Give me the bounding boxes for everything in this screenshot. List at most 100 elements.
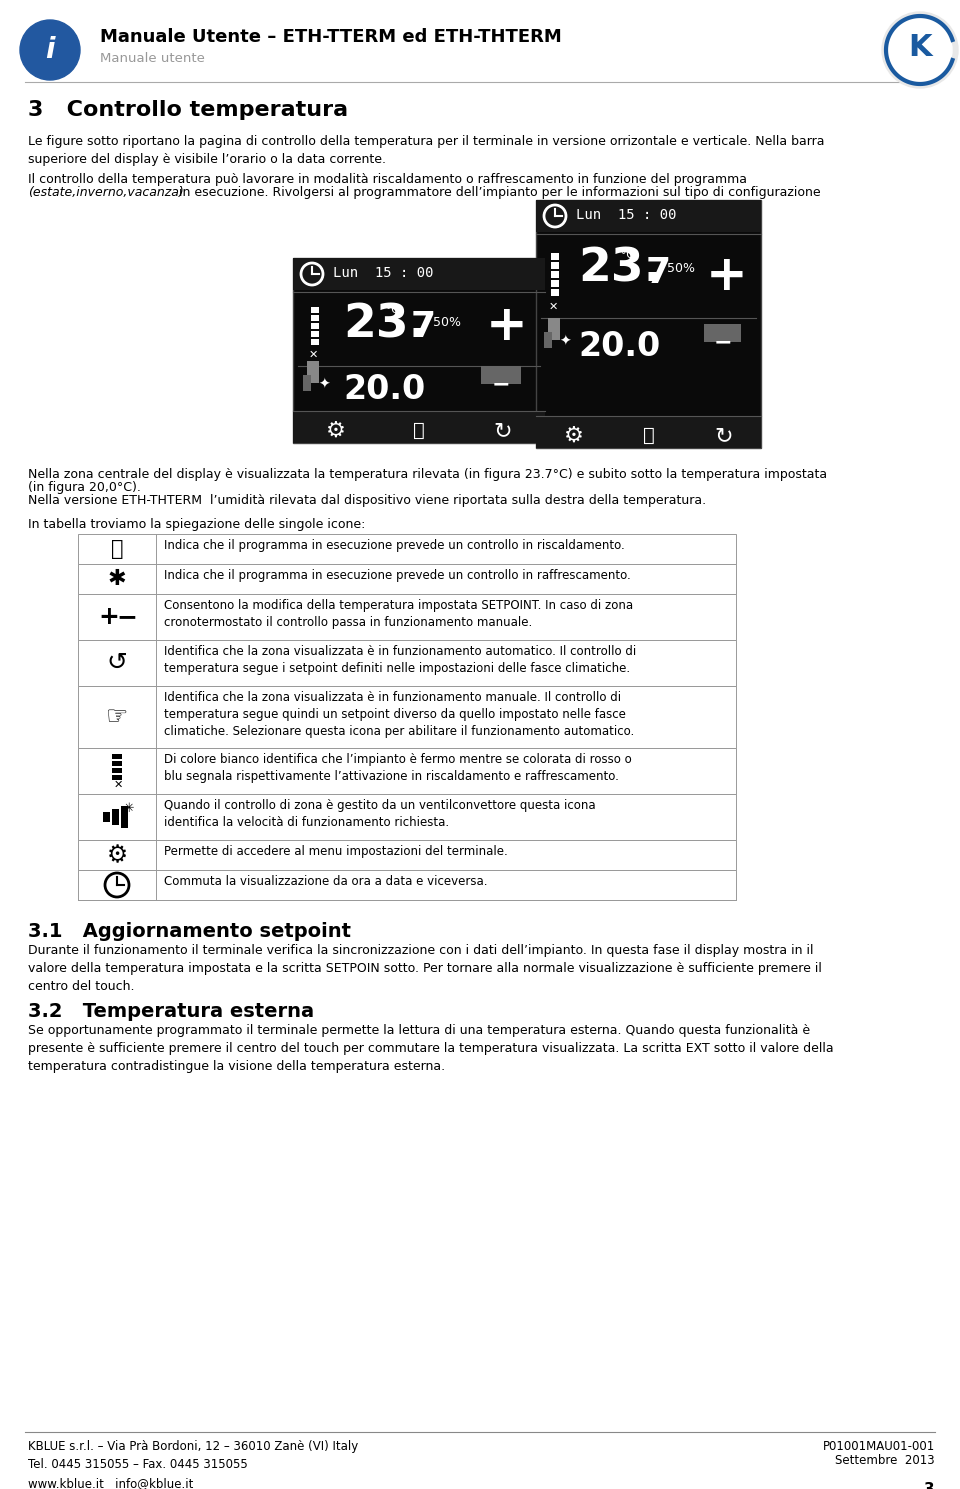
Text: Lun  15 : 00: Lun 15 : 00 [333,267,434,280]
Bar [544,332,552,348]
Text: Settembre  2013: Settembre 2013 [835,1453,935,1467]
Bar [303,375,311,392]
Bar [311,339,319,345]
Bar [311,307,319,313]
Circle shape [20,19,80,80]
Circle shape [888,18,952,82]
Bar [112,753,122,759]
Text: °C: °C [386,305,398,316]
Text: 🔥: 🔥 [413,421,425,441]
Bar [78,564,736,594]
Bar [481,366,521,384]
Text: Durante il funzionamento il terminale verifica la sincronizzazione con i dati de: Durante il funzionamento il terminale ve… [28,944,822,993]
Bar [78,870,736,899]
Bar [78,535,736,564]
Bar [78,794,736,840]
Bar [551,253,559,261]
Bar [311,316,319,322]
Text: ☞: ☞ [106,704,129,730]
Text: Consentono la modifica della temperatura impostata SETPOINT. In caso di zona
cro: Consentono la modifica della temperatura… [164,599,634,628]
Text: +: + [706,252,748,299]
Text: 7: 7 [646,256,671,290]
Text: Lun  15 : 00: Lun 15 : 00 [576,208,677,222]
Text: i: i [45,36,55,64]
Text: 3.1   Aggiornamento setpoint: 3.1 Aggiornamento setpoint [28,922,351,941]
Bar [78,747,736,794]
Text: 50%: 50% [667,262,695,275]
Text: Identifica che la zona visualizzata è in funzionamento automatico. Il controllo : Identifica che la zona visualizzata è in… [164,645,636,675]
Text: ↺: ↺ [107,651,128,675]
Bar [311,331,319,337]
Text: 3   Controllo temperatura: 3 Controllo temperatura [28,100,348,121]
Text: 🔥: 🔥 [110,539,123,558]
Text: −: − [713,332,732,351]
Text: ✦: ✦ [318,378,329,392]
Text: ✦: ✦ [559,335,570,348]
Bar [311,323,319,329]
Text: Identifica che la zona visualizzata è in funzionamento manuale. Il controllo di
: Identifica che la zona visualizzata è in… [164,691,635,739]
Text: °C: °C [621,250,634,261]
Bar [78,686,736,747]
Text: ✳: ✳ [124,803,134,816]
Text: In tabella troviamo la spiegazione delle singole icone:: In tabella troviamo la spiegazione delle… [28,518,366,532]
Text: 3.2   Temperatura esterna: 3.2 Temperatura esterna [28,1002,314,1021]
Bar [293,258,545,290]
Text: Nella versione ETH-THTERM  l’umidità rilevata dal dispositivo viene riportata su: Nella versione ETH-THTERM l’umidità rile… [28,494,707,506]
Circle shape [882,12,958,88]
Text: K: K [908,33,932,63]
Text: Nella zona centrale del display è visualizzata la temperatura rilevata (in figur: Nella zona centrale del display è visual… [28,468,828,481]
Bar [78,640,736,686]
Text: ✱: ✱ [108,569,127,590]
Text: ⚙: ⚙ [107,843,128,867]
Bar [536,200,761,448]
Text: Se opportunamente programmato il terminale permette la lettura di una temperatur: Se opportunamente programmato il termina… [28,1024,833,1074]
Text: ✕: ✕ [309,350,319,360]
Text: ↻: ↻ [493,421,513,441]
Bar [112,761,122,765]
Text: ✕: ✕ [113,780,123,791]
Text: −: − [116,605,137,628]
Bar [78,840,736,870]
Bar [112,809,119,825]
Text: 🔥: 🔥 [643,426,655,445]
Text: KBLUE s.r.l. – Via Prà Bordoni, 12 – 36010 Zanè (VI) Italy
Tel. 0445 315055 – Fa: KBLUE s.r.l. – Via Prà Bordoni, 12 – 360… [28,1440,358,1489]
Text: 20.0: 20.0 [343,374,425,406]
Text: ↻: ↻ [714,426,733,447]
Text: +: + [486,302,528,350]
Text: Commuta la visualizzazione da ora a data e viceversa.: Commuta la visualizzazione da ora a data… [164,876,488,887]
Text: Di colore bianco identifica che l’impianto è fermo mentre se colorata di rosso o: Di colore bianco identifica che l’impian… [164,753,632,783]
Text: Indica che il programma in esecuzione prevede un controllo in riscaldamento.: Indica che il programma in esecuzione pr… [164,539,625,552]
Bar [112,768,122,773]
Text: ✕: ✕ [549,302,559,313]
Text: Le figure sotto riportano la pagina di controllo della temperatura per il termin: Le figure sotto riportano la pagina di c… [28,135,825,165]
Text: ⚙: ⚙ [564,426,584,447]
Bar [121,806,128,828]
Bar [551,262,559,270]
Text: Indica che il programma in esecuzione prevede un controllo in raffrescamento.: Indica che il programma in esecuzione pr… [164,569,631,582]
Text: 3: 3 [924,1482,935,1489]
Bar [536,200,761,232]
Text: Permette di accedere al menu impostazioni del terminale.: Permette di accedere al menu impostazion… [164,844,508,858]
Bar [78,594,736,640]
Bar [536,415,761,448]
Text: −: − [492,374,511,395]
Text: 7: 7 [411,310,436,344]
Text: 23.: 23. [578,247,661,292]
Text: 20.0: 20.0 [578,331,660,363]
Text: (in figura 20,0°C).: (in figura 20,0°C). [28,481,141,494]
Bar [548,319,560,339]
Text: in esecuzione. Rivolgersi al programmatore dell’impianto per le informazioni sul: in esecuzione. Rivolgersi al programmato… [175,186,821,200]
Bar [704,325,741,342]
Text: 23.: 23. [343,302,426,347]
Bar [551,271,559,278]
Bar [551,280,559,287]
Text: Manuale Utente – ETH-TTERM ed ETH-THTERM: Manuale Utente – ETH-TTERM ed ETH-THTERM [100,28,562,46]
Text: Manuale utente: Manuale utente [100,52,204,66]
Bar [112,774,122,780]
Text: (estate,inverno,vacanza): (estate,inverno,vacanza) [28,186,183,200]
Text: +: + [99,605,119,628]
Bar [307,360,319,383]
Text: Quando il controllo di zona è gestito da un ventilconvettore questa icona
identi: Quando il controllo di zona è gestito da… [164,800,595,829]
Text: Il controllo della temperatura può lavorare in modalità riscaldamento o raffresc: Il controllo della temperatura può lavor… [28,173,747,186]
Bar [551,289,559,296]
